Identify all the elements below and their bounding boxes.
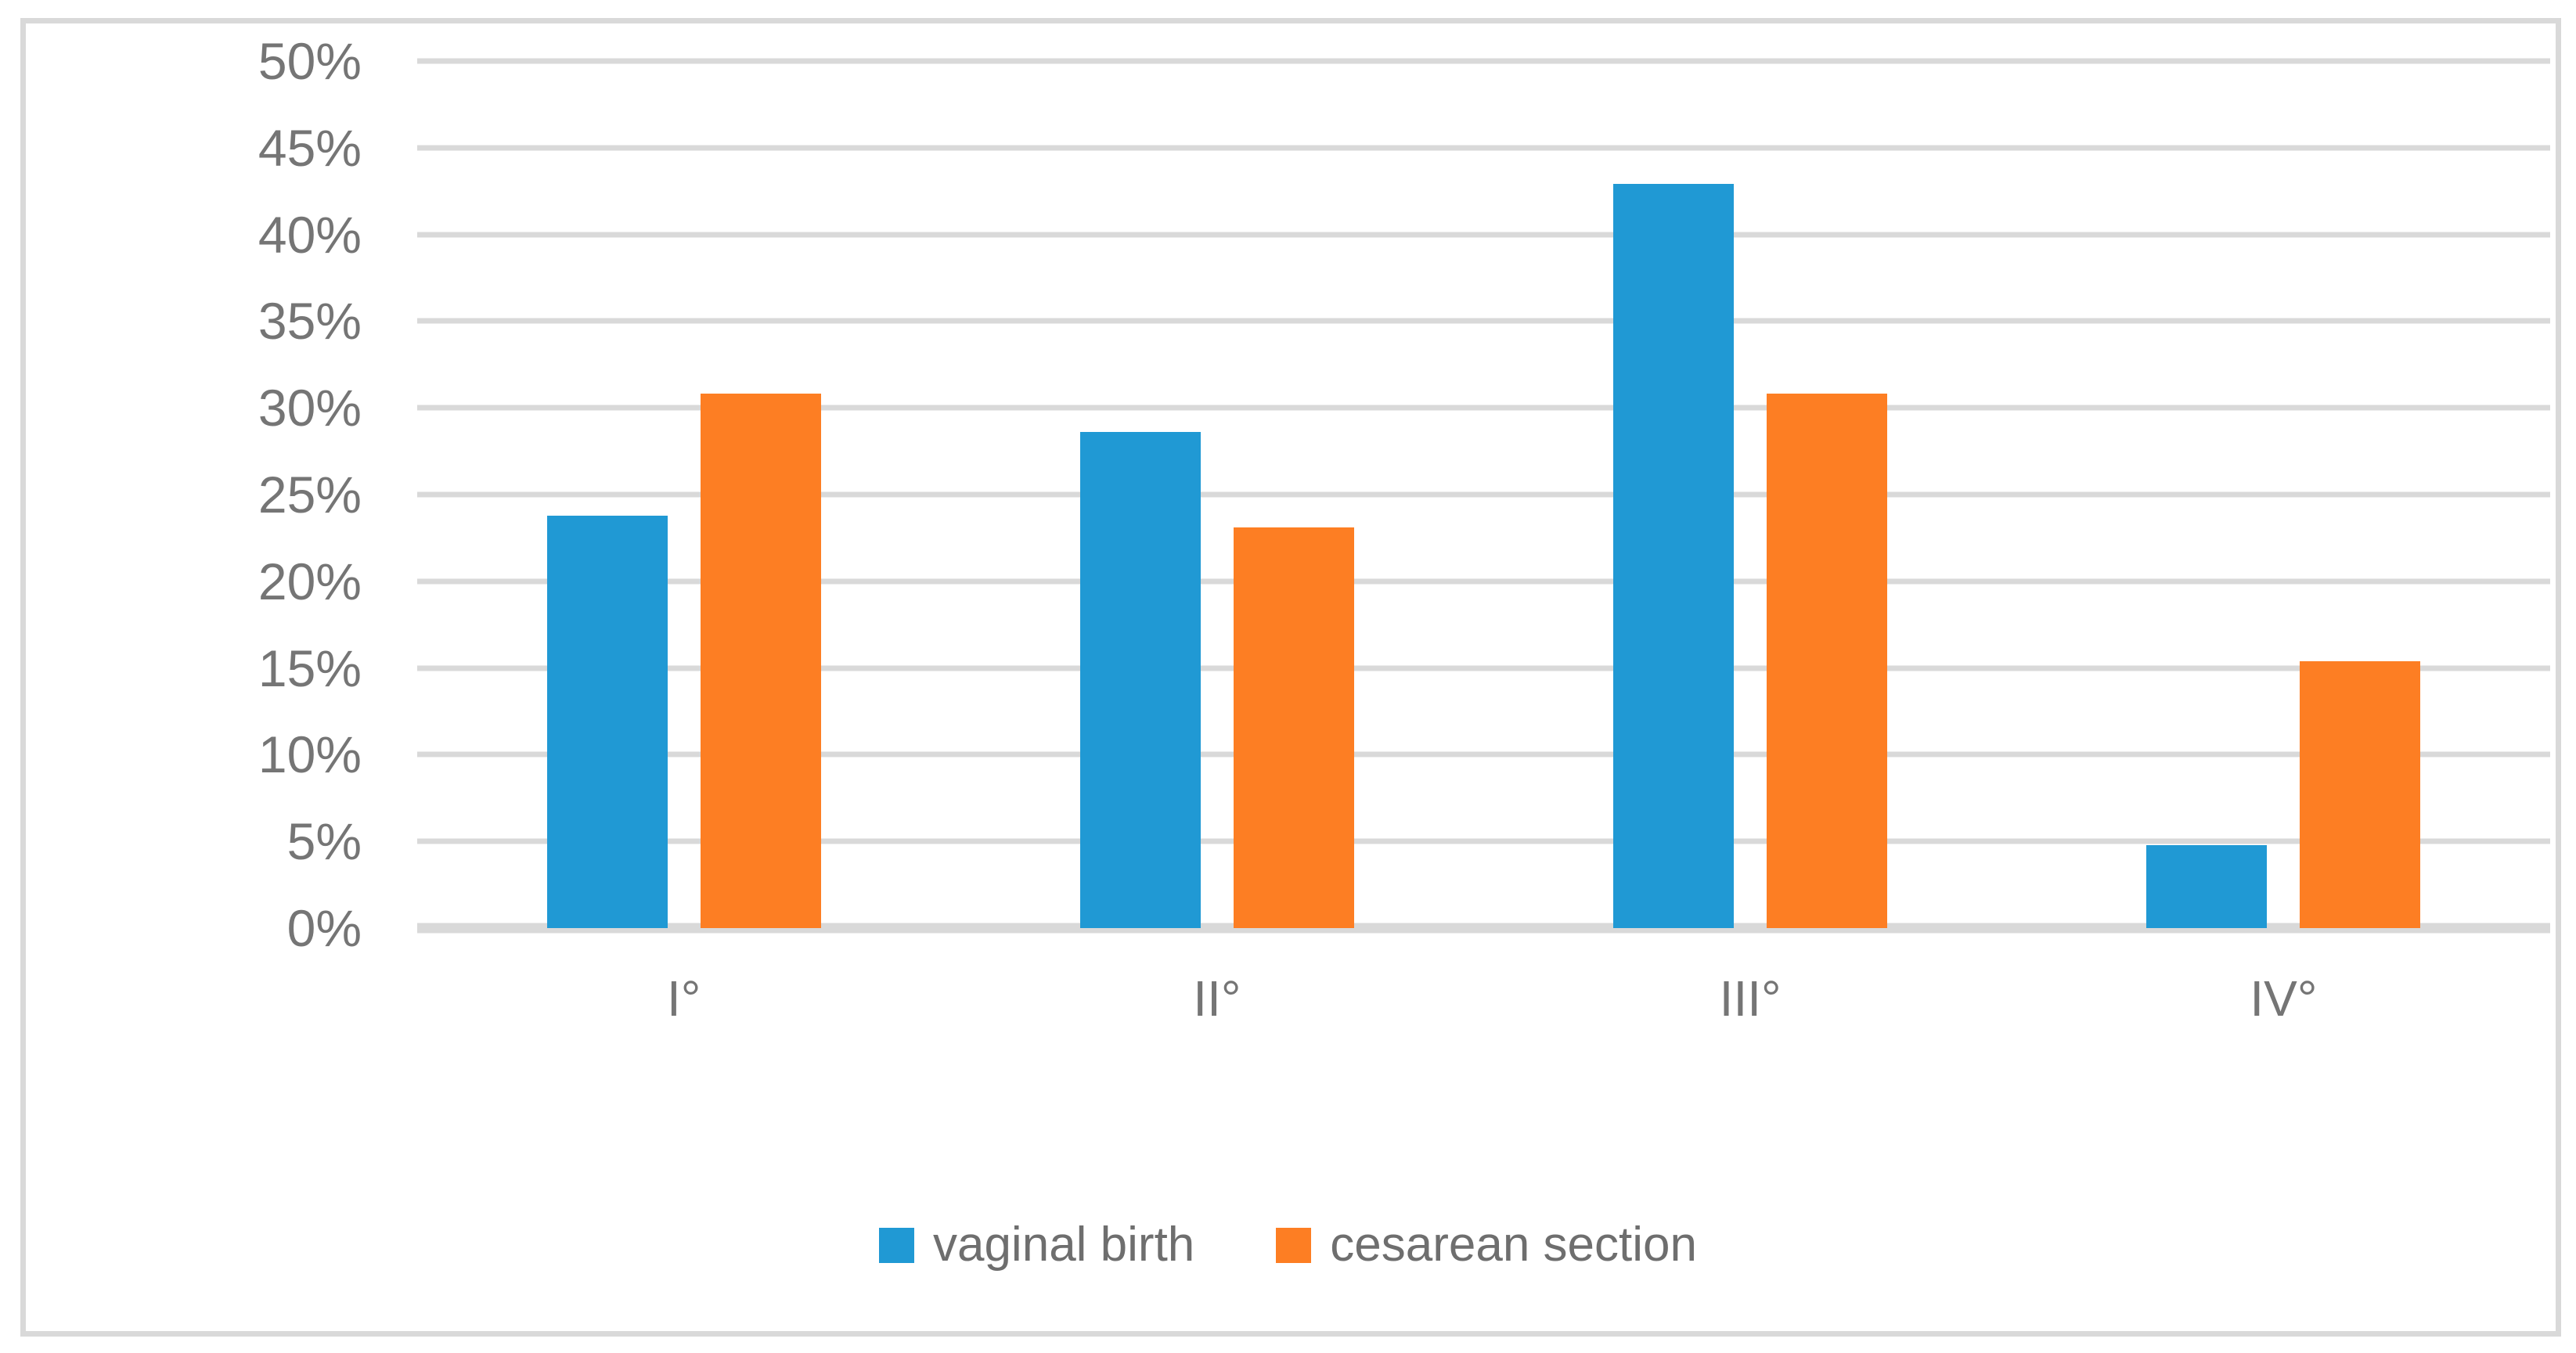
gridline-30% — [417, 405, 2550, 411]
legend-swatch-vaginal-birth — [878, 1227, 914, 1263]
y-tick-label-15%: 15% — [258, 639, 362, 697]
bar-cesarean-section-IV° — [2300, 660, 2421, 928]
y-tick-label-20%: 20% — [258, 552, 362, 610]
gridline-25% — [417, 491, 2550, 498]
x-tick-label-II°: II° — [1193, 970, 1241, 1027]
legend-item-cesarean-section: cesarean section — [1276, 1218, 1697, 1272]
gridline-35% — [417, 318, 2550, 324]
x-tick-label-III°: III° — [1719, 970, 1782, 1027]
y-tick-label-5%: 5% — [286, 812, 362, 871]
bar-vaginal-birth-I° — [546, 515, 668, 928]
y-tick-label-45%: 45% — [258, 118, 362, 177]
gridline-45% — [417, 145, 2550, 151]
chart-border-frame — [20, 18, 2561, 1337]
bar-cesarean-section-I° — [700, 394, 821, 928]
x-tick-label-I°: I° — [666, 970, 701, 1027]
bar-cesarean-section-III° — [1767, 394, 1888, 928]
gridline-20% — [417, 578, 2550, 585]
legend-label-cesarean-section: cesarean section — [1330, 1218, 1698, 1272]
bar-vaginal-birth-IV° — [2146, 844, 2268, 928]
gridline-5% — [417, 838, 2550, 844]
bar-cesarean-section-II° — [1233, 527, 1354, 928]
legend: vaginal birth cesarean section — [0, 1218, 2576, 1272]
legend-item-vaginal-birth: vaginal birth — [878, 1218, 1195, 1272]
y-tick-label-25%: 25% — [258, 466, 362, 524]
legend-swatch-cesarean-section — [1276, 1227, 1312, 1263]
gridline-40% — [417, 232, 2550, 238]
y-tick-label-50%: 50% — [258, 32, 362, 90]
x-axis-baseline — [417, 923, 2550, 934]
gridline-50% — [417, 58, 2550, 64]
x-tick-label-IV°: IV° — [2250, 970, 2318, 1027]
legend-label-vaginal-birth: vaginal birth — [932, 1218, 1195, 1272]
gridline-15% — [417, 665, 2550, 671]
gridline-10% — [417, 751, 2550, 757]
y-tick-label-30%: 30% — [258, 379, 362, 437]
bar-vaginal-birth-II° — [1079, 432, 1201, 928]
y-tick-label-40%: 40% — [258, 205, 362, 264]
bar-vaginal-birth-III° — [1613, 184, 1735, 928]
y-tick-label-10%: 10% — [258, 725, 362, 784]
y-tick-label-0%: 0% — [286, 899, 362, 957]
y-tick-label-35%: 35% — [258, 292, 362, 351]
